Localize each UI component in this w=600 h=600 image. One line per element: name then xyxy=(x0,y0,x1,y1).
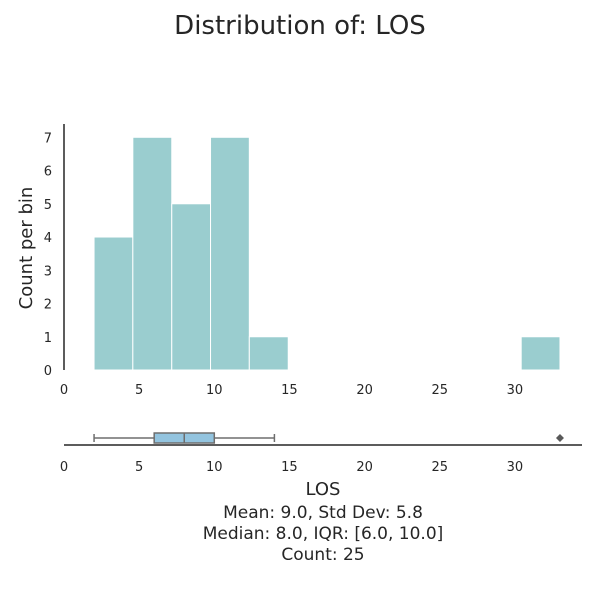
stats-median-iqr: Median: 8.0, IQR: [6.0, 10.0] xyxy=(203,524,444,544)
boxplot-outlier-0 xyxy=(555,434,564,442)
boxplot-x-tick-label-2: 10 xyxy=(206,460,223,475)
boxplot-x-tick-label-1: 5 xyxy=(135,460,143,475)
histogram-x-tick-label-6: 30 xyxy=(507,383,524,398)
histogram-x-tick-label-4: 20 xyxy=(356,383,373,398)
histogram-y-tick-label-5: 5 xyxy=(44,198,52,213)
histogram-bar-4 xyxy=(248,336,289,371)
histogram-y-tick-label-6: 6 xyxy=(44,165,52,180)
histogram-y-tick-label-1: 1 xyxy=(44,331,52,346)
histogram-y-tick-label-3: 3 xyxy=(44,264,52,279)
histogram-y-tick-label-4: 4 xyxy=(44,231,52,246)
stats-mean-std: Mean: 9.0, Std Dev: 5.8 xyxy=(223,503,423,523)
histogram-y-tick-label-2: 2 xyxy=(44,298,52,313)
boxplot-x-tick-label-5: 25 xyxy=(431,460,448,475)
histogram-y-tick-label-7: 7 xyxy=(44,131,52,146)
chart-title: Distribution of: LOS xyxy=(174,11,426,41)
histogram-bar-3 xyxy=(210,136,250,371)
histogram-bar-1 xyxy=(132,136,173,371)
histogram-bar-0 xyxy=(93,236,134,371)
histogram-panel: 0 1 2 3 4 5 6 7 0 5 10 15 20 25 30 xyxy=(44,124,561,398)
histogram-x-tick-label-5: 25 xyxy=(431,383,448,398)
boxplot-x-tick-label-0: 0 xyxy=(60,460,68,475)
boxplot-x-tick-label-4: 20 xyxy=(356,460,373,475)
histogram-x-tick-label-3: 15 xyxy=(281,383,298,398)
stats-count: Count: 25 xyxy=(281,545,364,565)
histogram-y-tick-label-0: 0 xyxy=(44,364,52,379)
boxplot-x-tick-label-3: 15 xyxy=(281,460,298,475)
histogram-y-axis-label: Count per bin xyxy=(16,187,37,310)
histogram-bar-5 xyxy=(520,336,561,371)
histogram-x-tick-label-0: 0 xyxy=(60,383,68,398)
boxplot-x-axis-label: LOS xyxy=(306,479,341,500)
histogram-x-tick-label-2: 10 xyxy=(206,383,223,398)
boxplot-panel: 0 5 10 15 20 25 30 xyxy=(60,432,582,475)
histogram-bar-2 xyxy=(171,203,212,371)
boxplot-x-tick-label-6: 30 xyxy=(507,460,524,475)
histogram-x-tick-label-1: 5 xyxy=(135,383,143,398)
